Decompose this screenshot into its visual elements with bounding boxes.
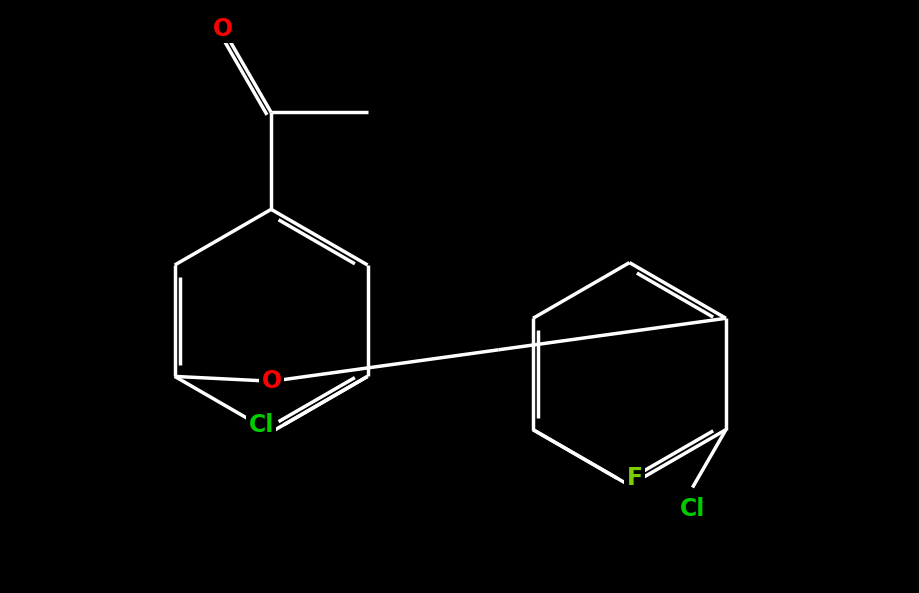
- Text: Cl: Cl: [248, 413, 274, 437]
- Text: F: F: [626, 466, 642, 490]
- Text: O: O: [212, 17, 233, 40]
- Text: Cl: Cl: [679, 497, 705, 521]
- Text: O: O: [261, 369, 281, 393]
